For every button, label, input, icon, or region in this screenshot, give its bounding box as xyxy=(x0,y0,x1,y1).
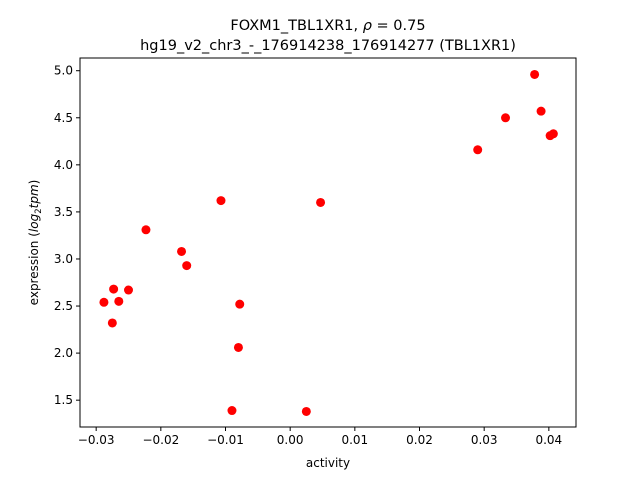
data-point xyxy=(99,297,109,307)
y-tick-label: 1.5 xyxy=(54,393,73,407)
x-axis-label: activity xyxy=(306,456,350,470)
y-tick-label: 4.5 xyxy=(54,111,73,125)
data-point xyxy=(548,129,558,139)
x-tick-label: 0.03 xyxy=(471,433,498,447)
data-point xyxy=(124,285,134,295)
x-tick-label: 0.02 xyxy=(406,433,433,447)
data-point xyxy=(109,284,119,294)
y-tick-label: 2.0 xyxy=(54,346,73,360)
x-tick-label: −0.03 xyxy=(78,433,115,447)
data-point xyxy=(536,106,546,116)
data-point xyxy=(501,113,511,123)
y-tick-label: 2.5 xyxy=(54,299,73,313)
y-axis-ticks: 1.5 2.0 2.5 3.0 3.5 4.0 4.5 5.0 xyxy=(54,64,80,407)
chart-title-line2: hg19_v2_chr3_-_176914238_176914277 (TBL1… xyxy=(140,38,516,54)
x-tick-label: 0.04 xyxy=(535,433,562,447)
y-tick-label: 3.0 xyxy=(54,252,73,266)
data-point xyxy=(177,246,187,256)
y-axis-label: expression (log2tpm) xyxy=(27,180,44,306)
data-point xyxy=(473,145,483,155)
x-tick-label: 0.00 xyxy=(277,433,304,447)
data-points xyxy=(99,69,558,416)
data-point xyxy=(227,406,237,416)
plot-frame xyxy=(79,57,577,428)
data-point xyxy=(182,261,192,271)
data-point xyxy=(107,318,117,328)
x-tick-label: 0.01 xyxy=(341,433,368,447)
x-tick-label: −0.01 xyxy=(207,433,244,447)
data-point xyxy=(316,197,326,207)
y-tick-label: 5.0 xyxy=(54,64,73,78)
data-point xyxy=(141,225,151,235)
y-tick-label: 3.5 xyxy=(54,205,73,219)
chart-title-line1: FOXM1_TBL1XR1, ρ = 0.75 xyxy=(230,18,425,34)
x-axis-ticks: −0.03 −0.02 −0.01 0.00 0.01 0.02 0.03 0.04 xyxy=(78,427,562,447)
data-point xyxy=(530,69,540,79)
x-tick-label: −0.02 xyxy=(142,433,179,447)
data-point xyxy=(216,196,226,206)
data-point xyxy=(233,342,243,352)
data-point xyxy=(114,296,124,306)
data-point xyxy=(235,299,245,309)
y-tick-label: 4.0 xyxy=(54,158,73,172)
data-point xyxy=(301,406,311,416)
